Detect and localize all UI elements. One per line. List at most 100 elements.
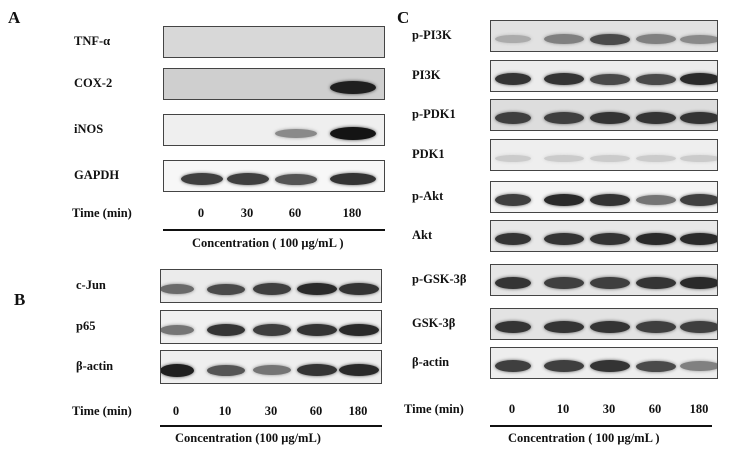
protein-band bbox=[590, 194, 630, 206]
blot-image bbox=[490, 220, 718, 252]
time-tick-label: 60 bbox=[648, 402, 662, 416]
blot-image bbox=[490, 99, 718, 131]
protein-band bbox=[253, 324, 291, 336]
protein-band bbox=[680, 361, 717, 371]
protein-band bbox=[495, 321, 531, 333]
protein-band bbox=[227, 173, 269, 185]
blot-image bbox=[160, 350, 382, 384]
panel-b-concentration: Concentration (100 μg/mL) bbox=[175, 431, 321, 445]
blot-label: COX-2 bbox=[74, 76, 113, 90]
protein-band bbox=[495, 194, 531, 206]
blot-image bbox=[163, 68, 385, 100]
protein-band bbox=[636, 34, 676, 44]
protein-band bbox=[495, 154, 531, 162]
panel-a-concentration: Concentration ( 100 μg/mL ) bbox=[192, 236, 344, 250]
protein-band bbox=[275, 128, 317, 138]
time-tick-label: 10 bbox=[218, 404, 232, 418]
blot-image bbox=[160, 269, 382, 303]
time-tick-label: 30 bbox=[240, 206, 254, 220]
protein-band bbox=[495, 112, 531, 124]
time-tick-label: 0 bbox=[508, 402, 516, 416]
protein-band bbox=[636, 73, 676, 85]
panel-letter-a: A bbox=[8, 8, 21, 27]
blot-image bbox=[490, 60, 718, 92]
blot-image bbox=[490, 181, 718, 213]
protein-band bbox=[544, 233, 584, 245]
panel-a-concentration-rule bbox=[163, 229, 385, 231]
time-tick-label: 30 bbox=[602, 402, 616, 416]
protein-band bbox=[590, 73, 630, 85]
blot-image bbox=[490, 347, 718, 379]
blot-image bbox=[160, 310, 382, 344]
protein-band bbox=[253, 365, 291, 375]
protein-band bbox=[544, 73, 584, 85]
protein-band bbox=[161, 284, 194, 294]
protein-band bbox=[636, 360, 676, 372]
protein-band bbox=[544, 112, 584, 124]
protein-band bbox=[590, 112, 630, 124]
blot-label: β-actin bbox=[412, 355, 450, 369]
blot-label: p-GSK-3β bbox=[412, 272, 467, 286]
protein-band bbox=[207, 283, 245, 295]
protein-band bbox=[297, 364, 337, 376]
protein-band bbox=[339, 324, 379, 336]
protein-band bbox=[330, 126, 376, 140]
protein-band bbox=[544, 34, 584, 44]
protein-band bbox=[636, 154, 676, 162]
blot-label: p-Akt bbox=[412, 189, 444, 203]
blot-label: GSK-3β bbox=[412, 316, 456, 330]
protein-band bbox=[207, 364, 245, 376]
blot-label: c-Jun bbox=[76, 278, 106, 292]
blot-label: PI3K bbox=[412, 68, 441, 82]
blot-label: p65 bbox=[76, 319, 96, 333]
time-tick-label: 180 bbox=[348, 404, 368, 418]
panel-b-concentration-rule bbox=[160, 425, 382, 427]
protein-band bbox=[161, 325, 194, 335]
protein-band bbox=[636, 195, 676, 205]
protein-band bbox=[495, 360, 531, 372]
protein-band bbox=[253, 283, 291, 295]
blot-image bbox=[163, 160, 385, 192]
blot-label: β-actin bbox=[76, 359, 114, 373]
protein-band bbox=[181, 173, 223, 185]
time-tick-label: 180 bbox=[342, 206, 362, 220]
protein-band bbox=[680, 112, 717, 124]
time-tick-label: 0 bbox=[197, 206, 205, 220]
protein-band bbox=[636, 233, 676, 245]
blot-label: TNF-α bbox=[74, 34, 111, 48]
panel-c-concentration: Concentration ( 100 μg/mL ) bbox=[508, 431, 660, 445]
protein-band bbox=[275, 173, 317, 185]
protein-band bbox=[544, 277, 584, 289]
time-tick-label: 10 bbox=[556, 402, 570, 416]
panel-letter-c: C bbox=[397, 8, 410, 27]
protein-band bbox=[680, 34, 717, 44]
protein-band bbox=[680, 233, 717, 245]
protein-band bbox=[590, 154, 630, 162]
protein-band bbox=[680, 321, 717, 333]
blot-image bbox=[490, 264, 718, 296]
blot-image bbox=[163, 114, 385, 146]
protein-band bbox=[495, 73, 531, 85]
protein-band bbox=[636, 277, 676, 289]
panel-a-time-label: Time (min) bbox=[72, 206, 132, 220]
blot-label: Akt bbox=[412, 228, 433, 242]
panel-letter-b: B bbox=[14, 290, 26, 309]
blot-image bbox=[490, 20, 718, 52]
protein-band bbox=[330, 80, 376, 94]
time-tick-label: 60 bbox=[288, 206, 302, 220]
protein-band bbox=[680, 154, 717, 162]
blot-image bbox=[490, 139, 718, 171]
protein-band bbox=[680, 194, 717, 206]
protein-band bbox=[161, 363, 194, 377]
protein-band bbox=[339, 283, 379, 295]
blot-label: GAPDH bbox=[74, 168, 120, 182]
blot-label: PDK1 bbox=[412, 147, 445, 161]
protein-band bbox=[495, 277, 531, 289]
time-tick-label: 60 bbox=[309, 404, 323, 418]
protein-band bbox=[495, 233, 531, 245]
protein-band bbox=[297, 283, 337, 295]
blot-label: p-PI3K bbox=[412, 28, 452, 42]
protein-band bbox=[495, 35, 531, 43]
protein-band bbox=[590, 277, 630, 289]
panel-c-time-label: Time (min) bbox=[404, 402, 464, 416]
